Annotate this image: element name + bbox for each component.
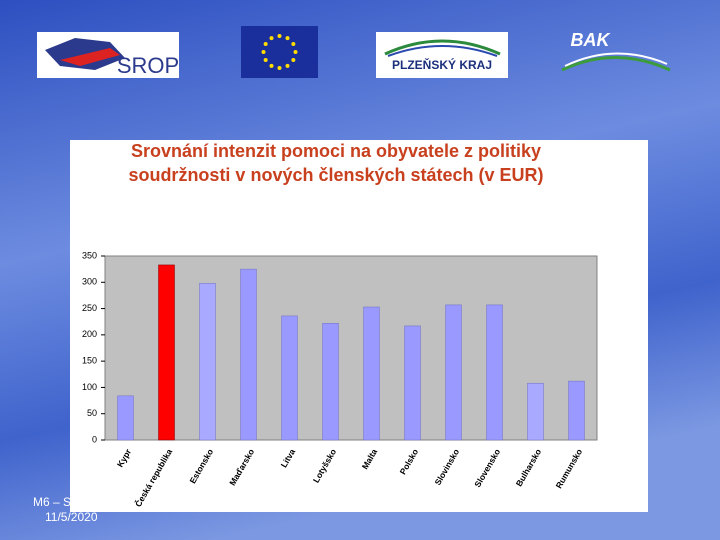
bar xyxy=(322,323,339,441)
bar xyxy=(281,315,298,441)
footer-label: M6 – S xyxy=(33,495,71,509)
bar xyxy=(158,264,175,441)
chart-title: soudržnosti v nových členských státech (… xyxy=(128,165,543,185)
eu-star xyxy=(285,36,290,41)
logo-text: SROP xyxy=(117,53,179,78)
bar xyxy=(404,325,421,441)
eu-flag xyxy=(241,26,318,78)
eu-star xyxy=(269,63,274,68)
y-tick-label: 100 xyxy=(82,382,97,392)
y-tick-label: 0 xyxy=(92,434,97,444)
y-tick-label: 300 xyxy=(82,277,97,287)
logo-shape xyxy=(387,45,498,57)
eu-star xyxy=(285,63,290,68)
bar xyxy=(199,283,216,441)
plot-area xyxy=(104,255,598,441)
eu-star xyxy=(263,58,268,62)
eu-star xyxy=(291,42,296,46)
eu-star xyxy=(277,66,282,70)
eu-star xyxy=(277,34,282,38)
logo-shape xyxy=(384,39,501,56)
y-tick-label: 350 xyxy=(82,250,97,260)
bar xyxy=(486,304,503,441)
eu-star xyxy=(293,50,298,54)
logo-text: BAK xyxy=(571,30,612,50)
eu-star xyxy=(261,50,266,54)
logo-shape xyxy=(564,52,668,67)
y-tick-label: 250 xyxy=(82,303,97,313)
y-tick-label: 50 xyxy=(87,408,97,418)
bar xyxy=(117,395,134,441)
bar xyxy=(527,382,544,441)
y-tick-label: 150 xyxy=(82,356,97,366)
logo-shape xyxy=(60,48,120,66)
eu-star xyxy=(263,42,268,46)
y-tick-label: 200 xyxy=(82,329,97,339)
bar xyxy=(445,304,462,441)
bar xyxy=(240,268,257,441)
eu-star xyxy=(269,36,274,41)
bar xyxy=(568,380,585,441)
logo-shape xyxy=(561,56,671,72)
chart-title: Srovnání intenzit pomoci na obyvatele z … xyxy=(131,141,541,161)
footer-date: 11/5/2020 xyxy=(45,510,98,524)
logo-text: PLZEŇSKÝ KRAJ xyxy=(392,57,492,72)
bar xyxy=(363,306,380,441)
eu-star xyxy=(291,58,296,62)
